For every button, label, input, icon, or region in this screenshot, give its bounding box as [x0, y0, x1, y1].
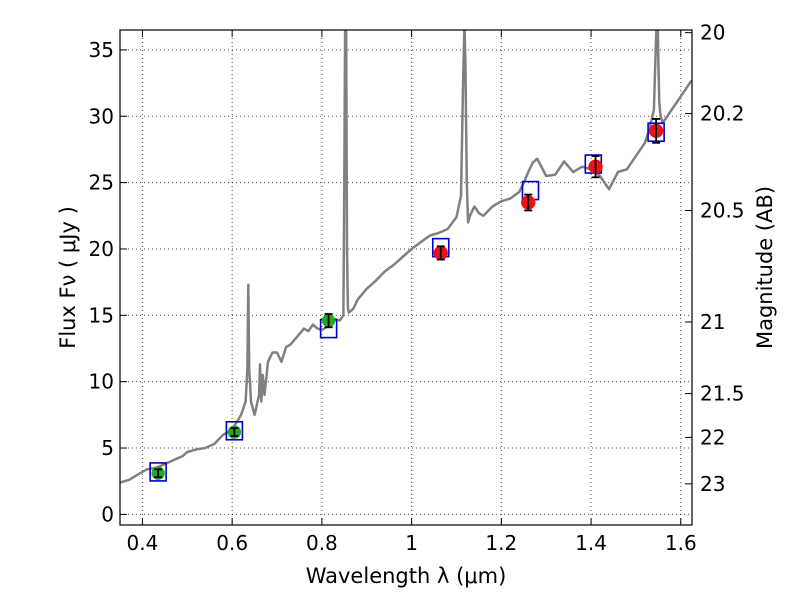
model-boxes-layer — [149, 122, 665, 482]
y-tick-label: 10 — [89, 370, 114, 394]
x-tick-label: 1.4 — [575, 531, 607, 555]
photometry-points-layer — [151, 118, 664, 480]
ticks-layer: 0.4 0.6 0.8 1 1.2 1.4 1.6 0 5 10 15 20 25 30 35 20 20.2 2… — [89, 21, 745, 555]
y-tick-label: 25 — [89, 171, 114, 195]
y2-tick-label: 20.2 — [700, 102, 745, 126]
model-box — [149, 462, 167, 482]
x-tick-label: 0.8 — [306, 531, 338, 555]
y-tick-label: 35 — [89, 38, 114, 62]
x-tick-label: 0.6 — [216, 531, 248, 555]
x-axis-label: Wavelength λ (μm) — [306, 564, 507, 588]
y2-tick-label: 20.5 — [700, 198, 745, 222]
y-tick-label: 20 — [89, 237, 114, 261]
spectrum-line — [120, 30, 692, 484]
y2-axis-label: Magnitude (AB) — [753, 186, 777, 349]
y2-tick-label: 21.5 — [700, 382, 745, 406]
y2-tick-label: 23 — [700, 472, 725, 496]
y-tick-label: 0 — [101, 502, 114, 526]
y-tick-label: 5 — [101, 436, 114, 460]
y2-tick-label: 20 — [700, 21, 725, 45]
y2-tick-label: 22 — [700, 425, 725, 449]
x-tick-label: 1.6 — [665, 531, 697, 555]
plot-frame — [119, 29, 693, 526]
y-tick-label: 15 — [89, 303, 114, 327]
grid-lines — [120, 30, 692, 525]
x-tick-label: 1.2 — [485, 531, 517, 555]
x-tick-label: 1 — [405, 531, 418, 555]
y-axis-label: Flux Fν ( μJy ) — [56, 206, 80, 349]
y-tick-label: 30 — [89, 104, 114, 128]
x-tick-label: 0.4 — [127, 531, 159, 555]
model-box — [225, 420, 244, 441]
spectrum-layer — [120, 30, 692, 484]
y2-tick-label: 21 — [700, 310, 725, 334]
